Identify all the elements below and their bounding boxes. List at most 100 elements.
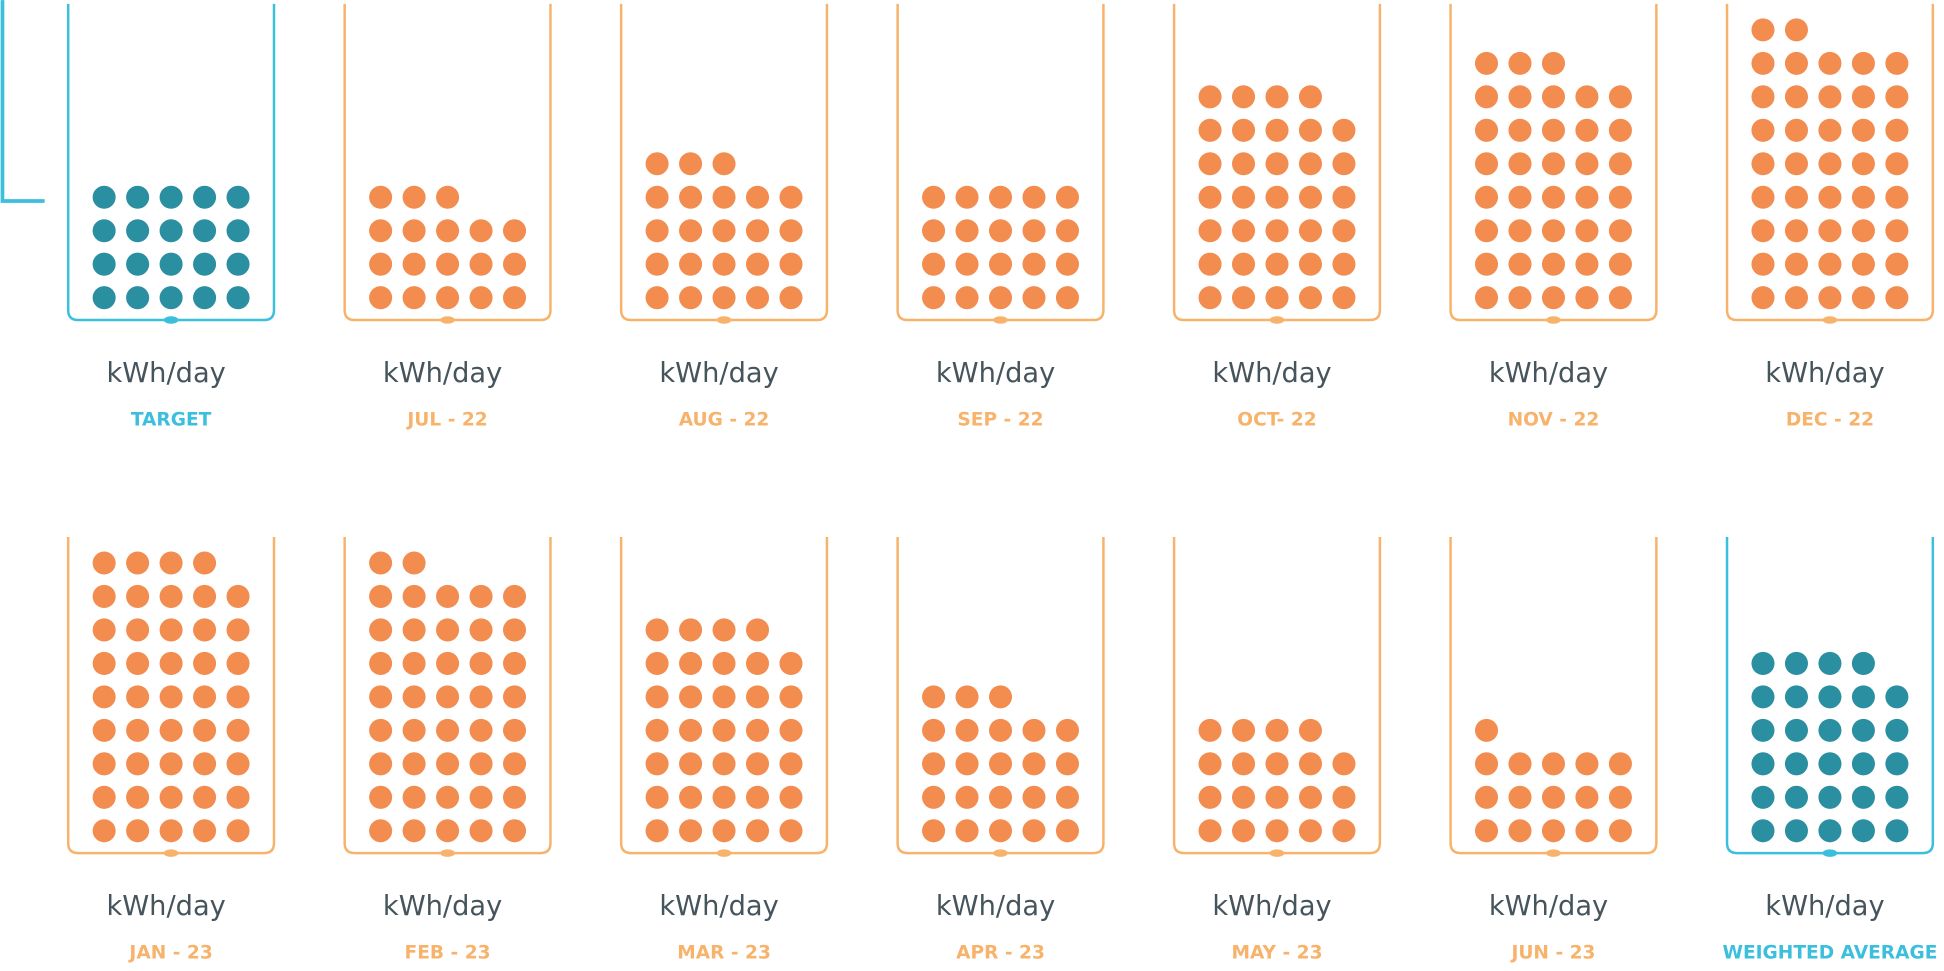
dot-cup [66,3,276,324]
dot [1474,286,1499,310]
dot [779,185,803,209]
dot [1231,185,1256,209]
dot [1575,819,1599,843]
dot [1265,752,1289,776]
dot [1818,85,1842,109]
decor-bracket [0,0,45,203]
dot [1751,785,1775,809]
dot [712,651,736,675]
dot [1508,252,1532,276]
dot [1298,718,1322,742]
dot [1332,118,1356,142]
dot [1851,685,1875,709]
dot [1575,85,1599,109]
dot [369,252,393,276]
dot [469,718,493,742]
dot [1231,152,1256,176]
dot [159,651,183,675]
dot [955,785,979,809]
cup-foot [163,316,179,324]
dot [193,718,217,742]
dot [369,752,393,776]
dot [745,219,770,243]
dot [645,618,669,642]
dot [1851,752,1875,776]
item-label: FEB - 23 [405,942,491,963]
dot [1055,785,1079,809]
dot [436,651,460,675]
item-label: APR - 23 [956,942,1045,963]
dot [1541,819,1565,843]
dot [159,185,183,209]
dot [1198,718,1222,742]
dot [679,819,703,843]
dot [1055,752,1079,776]
dot [1851,819,1875,843]
dot [226,185,250,209]
dot [955,252,979,276]
dot [1474,252,1499,276]
dot [1751,685,1775,709]
item-label: OCT- 22 [1237,409,1316,430]
dot [469,752,493,776]
dot [1575,752,1599,776]
dot [159,219,183,243]
dot [1885,51,1909,75]
dot [402,551,426,575]
dot [988,286,1013,310]
dot [1298,85,1322,109]
dot [1751,219,1775,243]
dot [502,252,527,276]
dot [779,718,803,742]
dot [1784,685,1808,709]
dot [1298,219,1322,243]
unit-label: kWh/day [1489,358,1608,389]
dot-cup [896,3,1105,324]
dot [1851,152,1875,176]
dot [193,819,217,843]
dot [779,752,803,776]
dot [1575,118,1599,142]
dot [92,785,116,809]
dot [1508,85,1532,109]
item-label: TARGET [131,409,212,430]
dot [436,584,460,608]
dot [922,785,946,809]
cup-foot [1822,316,1838,324]
dot [402,185,426,209]
dot [1022,752,1046,776]
dot [1784,118,1808,142]
dot [436,252,460,276]
dot [1818,718,1842,742]
cup-foot [716,849,732,857]
dot [469,584,493,608]
dot [402,584,426,608]
dot [1784,752,1808,776]
dot-cup [1449,536,1658,857]
dot [1885,85,1909,109]
dot [1298,152,1322,176]
dot [1474,185,1499,209]
dot [1885,152,1909,176]
dot [193,584,217,608]
dot [92,685,116,709]
dot [1575,286,1599,310]
dot [469,819,493,843]
unit-label: kWh/day [936,358,1055,389]
dot [1022,286,1046,310]
dot [159,618,183,642]
dot [502,584,527,608]
dot [226,752,250,776]
dot [1818,286,1842,310]
dot [1265,785,1289,809]
dot [988,252,1013,276]
dot [955,685,979,709]
dot-cup [343,3,552,324]
dot [1474,219,1499,243]
dot [1198,252,1222,276]
dot [1575,152,1599,176]
dot [1818,51,1842,75]
dot [1265,252,1289,276]
dot [1055,718,1079,742]
dot [193,286,217,310]
